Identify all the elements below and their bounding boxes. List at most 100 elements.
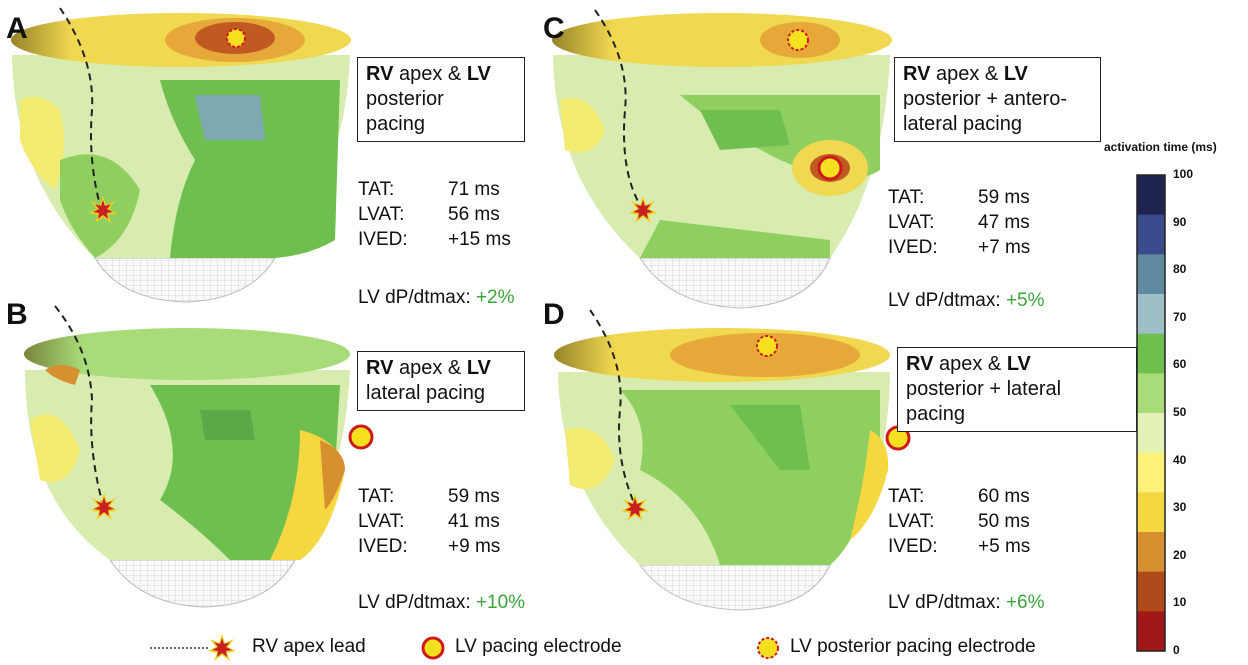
colorbar-tick-label: 100 [1173, 167, 1194, 181]
label-box-d: RV apex & LV posterior + lateral pacing [897, 347, 1137, 432]
dpdt-label: LV dP/dtmax: [358, 592, 476, 613]
label-rv: RV [903, 63, 931, 85]
colorbar-segment [1137, 333, 1165, 374]
heart-c [552, 9, 892, 309]
tat-label: TAT: [888, 486, 925, 507]
label-rest: posterior pacing [366, 88, 444, 135]
dpdt-label: LV dP/dtmax: [888, 592, 1006, 613]
label-rest: posterior + lateral pacing [906, 378, 1062, 425]
legend-graphics [150, 634, 779, 661]
ived-value: +15 ms [448, 229, 511, 250]
label-rest: posterior + antero-lateral pacing [903, 88, 1067, 135]
legend-lv-posterior: LV posterior pacing electrode [790, 636, 1036, 657]
colorbar-tick-label: 0 [1173, 643, 1180, 657]
heart-d [554, 309, 911, 611]
label-lv: LV [466, 63, 491, 85]
lvat-value: 41 ms [448, 511, 500, 532]
colorbar-tick-label: 20 [1173, 547, 1187, 562]
ived-label: IVED: [358, 229, 408, 250]
legend-rv-lead: RV apex lead [252, 636, 366, 657]
colorbar-segment [1137, 294, 1165, 335]
dpdt-d: LV dP/dtmax: +6% [888, 592, 1045, 614]
tat-label: TAT: [888, 187, 925, 208]
tat-value: 60 ms [978, 486, 1030, 507]
colorbar-tick-label: 40 [1173, 452, 1187, 467]
colorbar-tick-label: 70 [1173, 309, 1187, 324]
dpdt-a: LV dP/dtmax: +2% [358, 287, 515, 309]
heart-a [11, 7, 351, 303]
label-apex: apex & [930, 63, 1004, 85]
lvat-label: LVAT: [888, 212, 935, 233]
tat-value: 71 ms [448, 179, 500, 200]
tat-value: 59 ms [448, 486, 500, 507]
dpdt-value: +2% [475, 287, 515, 308]
colorbar-segment [1137, 413, 1165, 454]
tat-value: 59 ms [978, 187, 1030, 208]
colorbar-title: activation time (ms) [1104, 140, 1217, 154]
dpdt-value: +10% [475, 592, 526, 613]
colorbar-segment [1137, 254, 1165, 295]
lvat-value: 56 ms [448, 204, 500, 225]
heart-b [24, 305, 374, 608]
dpdt-label: LV dP/dtmax: [358, 287, 476, 308]
label-lv: LV [466, 357, 491, 379]
label-lv: LV [1003, 63, 1028, 85]
label-rv: RV [366, 357, 394, 379]
label-rv: RV [366, 63, 394, 85]
ived-value: +9 ms [448, 536, 501, 557]
ived-label: IVED: [358, 536, 408, 557]
colorbar-segment [1137, 452, 1165, 493]
label-box-c: RV apex & LV posterior + antero-lateral … [894, 57, 1101, 142]
stats-c: TAT: 59 ms LVAT: 47 ms IVED: +7 ms [888, 185, 1030, 260]
lvat-value: 50 ms [978, 511, 1030, 532]
colorbar-segment [1137, 175, 1165, 216]
label-apex: apex & [393, 63, 467, 85]
ived-value: +7 ms [978, 237, 1031, 258]
colorbar-tick-label: 80 [1173, 262, 1187, 277]
tat-label: TAT: [358, 486, 395, 507]
colorbar-segment [1137, 532, 1165, 573]
lvat-label: LVAT: [358, 204, 405, 225]
colorbar-tick-label: 10 [1173, 595, 1187, 610]
panel-letter-b: B [6, 298, 28, 331]
lvat-label: LVAT: [358, 511, 405, 532]
label-box-a: RV apex & LV posterior pacing [357, 57, 525, 142]
dpdt-b: LV dP/dtmax: +10% [358, 592, 525, 614]
dpdt-label: LV dP/dtmax: [888, 290, 1006, 311]
colorbar-segment [1137, 571, 1165, 612]
lvat-value: 47 ms [978, 212, 1030, 233]
label-rest: lateral pacing [366, 382, 485, 404]
dpdt-value: +5% [1005, 290, 1045, 311]
label-box-b: RV apex & LV lateral pacing [357, 351, 525, 411]
legend-lv-posterior-icon [757, 637, 779, 659]
colorbar-tick-label: 90 [1173, 214, 1187, 229]
panel-letter-c: C [543, 12, 565, 45]
stats-b: TAT: 59 ms LVAT: 41 ms IVED: +9 ms [358, 484, 500, 559]
dpdt-c: LV dP/dtmax: +5% [888, 290, 1045, 312]
colorbar-segment [1137, 492, 1165, 533]
stats-a: TAT: 71 ms LVAT: 56 ms IVED: +15 ms [358, 177, 511, 252]
dpdt-value: +6% [1005, 592, 1045, 613]
colorbar-segment [1137, 214, 1165, 255]
ived-label: IVED: [888, 237, 938, 258]
colorbar-segment [1137, 611, 1165, 652]
stats-d: TAT: 60 ms LVAT: 50 ms IVED: +5 ms [888, 484, 1030, 559]
colorbar-tick-label: 50 [1173, 405, 1187, 419]
ived-value: +5 ms [978, 536, 1031, 557]
legend-lv-electrode-icon [421, 636, 445, 660]
ived-label: IVED: [888, 536, 938, 557]
label-lv: LV [1006, 353, 1031, 375]
panel-letter-d: D [543, 298, 565, 331]
colorbar-tick-label: 60 [1173, 357, 1187, 372]
panel-letter-a: A [6, 12, 28, 45]
lvat-label: LVAT: [888, 511, 935, 532]
tat-label: TAT: [358, 179, 395, 200]
label-rv: RV [906, 353, 934, 375]
colorbar-tick-label: 30 [1173, 500, 1187, 515]
label-apex: apex & [933, 353, 1007, 375]
legend-star-icon [208, 634, 236, 661]
colorbar-segment [1137, 373, 1165, 414]
label-apex: apex & [393, 357, 467, 379]
